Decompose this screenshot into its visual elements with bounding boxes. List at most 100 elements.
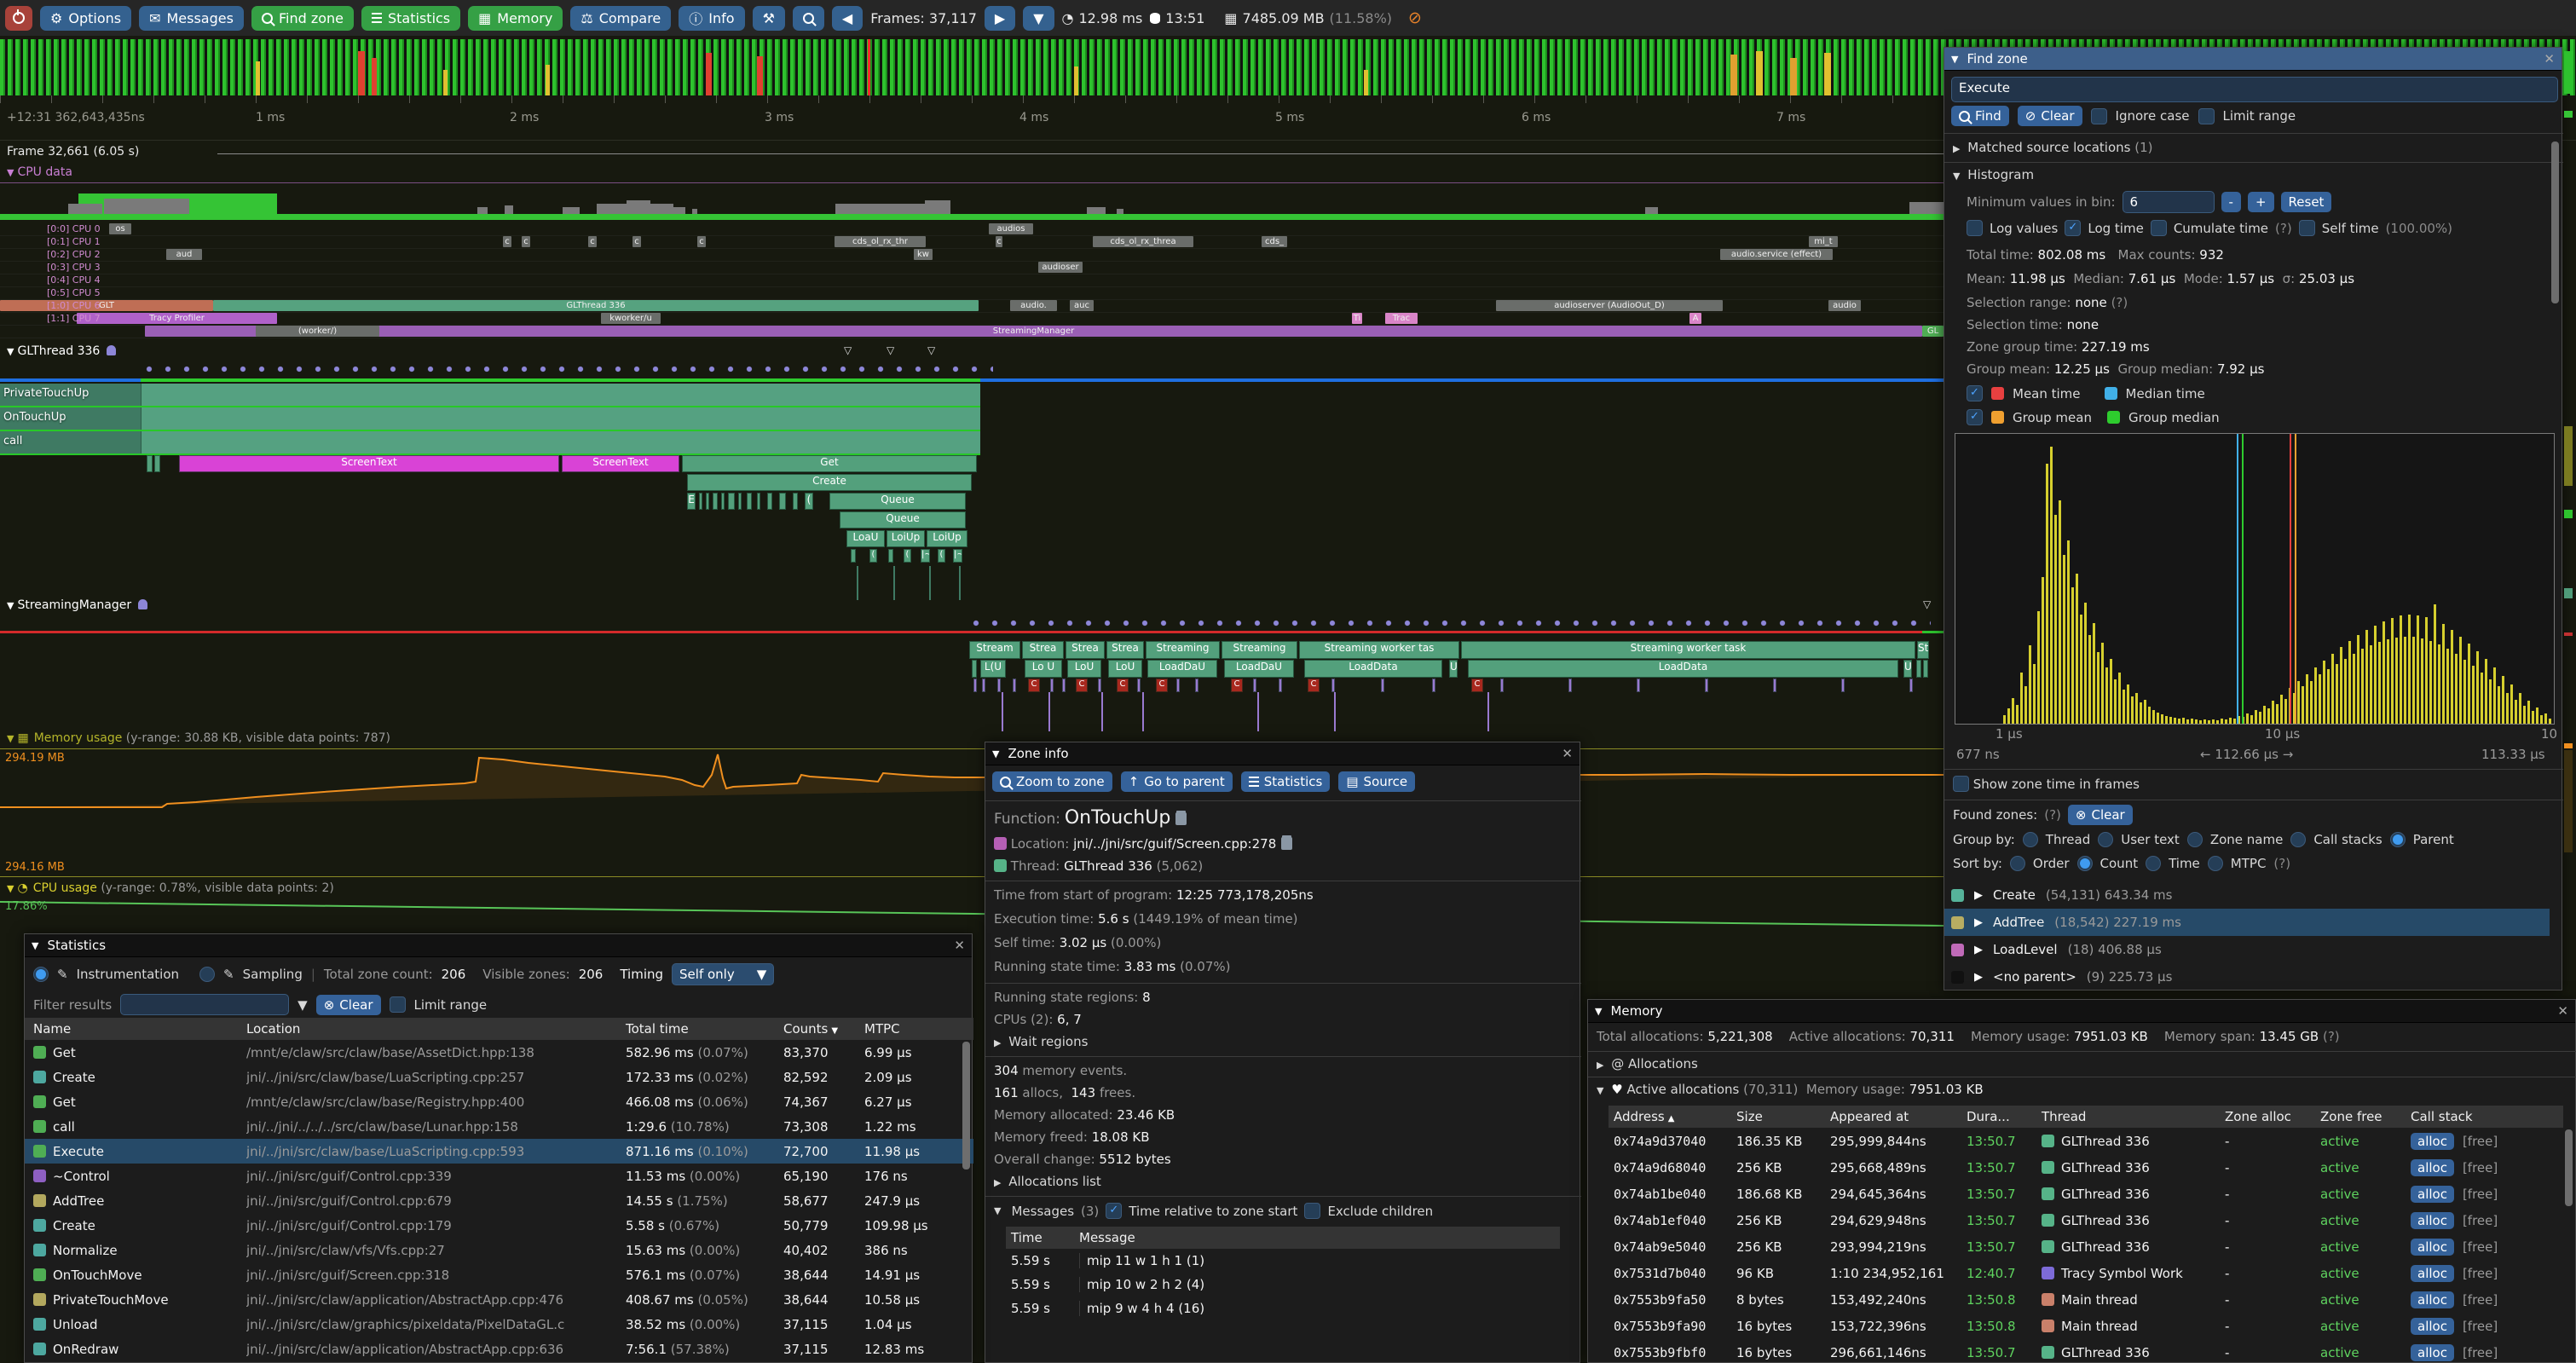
zone-row-call[interactable]: call (0, 431, 980, 455)
cpu-core-row-5[interactable]: [0:5] CPU 5 (0, 287, 1944, 300)
col-zone-free[interactable]: Zone free (2320, 1109, 2383, 1124)
timeline-zone[interactable]: Streaming worker task (1461, 641, 1915, 659)
timeline-zone[interactable] (1137, 679, 1141, 692)
timeline-zone[interactable]: Queue (829, 493, 966, 510)
timeline-zone[interactable] (1909, 679, 1913, 692)
options-button[interactable]: ⚙ Options (40, 5, 132, 31)
cpu-usage-graph[interactable] (0, 897, 1944, 934)
timeline-zone[interactable]: Strea (1066, 641, 1105, 659)
glthread-section-header[interactable]: ▼ GLThread 336 (7, 344, 117, 358)
filter-input[interactable] (120, 994, 290, 1015)
self-time-checkbox[interactable] (2298, 220, 2315, 236)
timeline-zone[interactable]: C (1076, 679, 1088, 692)
zoom-to-zone-button[interactable]: Zoom to zone (992, 771, 1112, 792)
col-duration[interactable]: Dura... (1967, 1109, 2010, 1124)
col-total-time[interactable]: Total time (626, 1021, 689, 1037)
statistics-panel-header[interactable]: ▼ Statistics ✕ (25, 934, 972, 957)
compare-button[interactable]: ⚖ Compare (570, 5, 672, 31)
cpu-data-header[interactable]: ▼ CPU data (7, 165, 72, 179)
stats-row[interactable]: Get /mnt/e/claw/src/claw/base/Registry.h… (25, 1089, 973, 1114)
zone-depth-4[interactable]: ScreenText ScreenText Get (0, 455, 1944, 472)
memory-usage-header[interactable]: ▼ ▦ Memory usage (y-range: 30.88 KB, visib… (7, 731, 390, 745)
cpu-zone[interactable]: c (522, 236, 530, 247)
stats-row[interactable]: ~Control jni/../jni/src/guif/Control.cpp… (25, 1164, 973, 1188)
timeline-zone[interactable] (851, 549, 856, 563)
frame-marker-icon[interactable]: ▽ (887, 344, 895, 356)
timeline-zone[interactable]: LoadDaU (1147, 660, 1217, 678)
histogram-plot[interactable] (1955, 433, 2555, 725)
allocation-row[interactable]: 0x74ab9e5040 256 KB 293,994,219ns 13:50.… (1609, 1233, 2572, 1260)
col-message[interactable]: Message (1079, 1230, 1135, 1245)
cpu-zone[interactable]: kworker/u (601, 313, 661, 324)
streamingmanager-section-header[interactable]: ▼ StreamingManager (7, 598, 148, 612)
timeline-zone[interactable] (997, 679, 1001, 692)
col-name[interactable]: Name (33, 1021, 72, 1037)
zone-depth-6[interactable]: E (Queue (0, 493, 1944, 510)
timeline-zone[interactable]: U (1449, 660, 1458, 678)
timeline-zone[interactable] (982, 679, 985, 692)
stats-row[interactable]: call jni/../jni/../../../src/claw/base/L… (25, 1114, 973, 1139)
active-allocations-section[interactable]: ▼ ♥ Active allocations (70,311) Memory u… (1597, 1082, 1984, 1097)
zoom-button[interactable] (792, 5, 824, 31)
timeline-zone[interactable] (1279, 679, 1282, 692)
collapse-icon[interactable]: ▼ (994, 1205, 1002, 1216)
timeline-zone[interactable] (147, 455, 153, 472)
timeline-zone[interactable] (1432, 679, 1435, 692)
cpu-zone[interactable]: audio.service (effect) (1720, 249, 1833, 260)
message-row[interactable]: 5.59 s mip 10 w 2 h 2 (4) (1006, 1273, 1560, 1297)
timeline-zone[interactable] (767, 493, 772, 510)
cpu-core-row-3[interactable]: [0:3] CPU 3 audioser (0, 262, 1944, 274)
timeline-zone[interactable] (1013, 679, 1016, 692)
col-location[interactable]: Location (246, 1021, 301, 1037)
timeline-zone[interactable]: LoadDaU (1224, 660, 1294, 678)
copy-icon[interactable] (1281, 837, 1293, 850)
found-clear-button[interactable]: ⊗ Clear (2067, 805, 2133, 825)
col-zone-alloc[interactable]: Zone alloc (2225, 1109, 2291, 1124)
streaming-zone-row-2[interactable]: L(U Lo U LoU LoU LoadDaU LoadDaU LoadData U Load… (0, 660, 1944, 678)
cpu-zone[interactable]: (worker/) (256, 326, 379, 337)
alloc-callstack-button[interactable]: alloc (2411, 1238, 2454, 1256)
timeline-zone[interactable]: ( (904, 549, 911, 563)
find-zone-button[interactable]: Find zone (251, 5, 354, 31)
timeline-zone[interactable]: Create (687, 474, 972, 491)
stats-row[interactable]: Create jni/../jni/src/guif/Control.cpp:1… (25, 1213, 973, 1238)
cpu-core-row-4[interactable]: [0:4] CPU 4 (0, 274, 1944, 287)
message-row[interactable]: 5.59 s mip 9 w 4 h 4 (16) (1006, 1297, 1560, 1320)
col-thread[interactable]: Thread (2042, 1109, 2087, 1124)
timeline-zone[interactable] (973, 679, 977, 692)
mean-time-checkbox[interactable]: ✓ (1967, 385, 1983, 401)
col-time[interactable]: Time (1011, 1230, 1043, 1245)
cumulate-time-checkbox[interactable] (2150, 220, 2167, 236)
expand-icon[interactable]: ▶ (1974, 970, 1983, 984)
timeline-zone[interactable]: Strea (1106, 641, 1144, 659)
power-button[interactable] (5, 5, 32, 31)
cpu-zone[interactable]: c (996, 236, 1002, 247)
stats-row[interactable]: PrivateTouchMove jni/../jni/src/claw/app… (25, 1287, 973, 1312)
timeline-zone[interactable]: Queue (840, 511, 966, 528)
timeline-zone[interactable]: Lo U (1025, 660, 1062, 678)
cpu-zone[interactable]: audios (989, 223, 1033, 234)
groupby-thread-radio[interactable] (2022, 832, 2038, 847)
messages-button[interactable]: ✉ Messages (139, 5, 244, 31)
timeline-zone[interactable]: E (687, 493, 696, 510)
col-address[interactable]: Address ▲ (1614, 1109, 1675, 1124)
timeline-zone[interactable] (154, 455, 160, 472)
alloc-callstack-button[interactable]: alloc (2411, 1343, 2454, 1361)
limit-range-checkbox[interactable] (2198, 107, 2215, 124)
zone-info-panel-header[interactable]: ▼ Zone info ✕ (985, 742, 1580, 765)
timeline-zone[interactable] (728, 493, 735, 510)
cpu-zone[interactable]: c (632, 236, 641, 247)
cpu-zone[interactable]: mi_t (1809, 236, 1838, 247)
min-bin-plus-button[interactable]: + (2247, 192, 2274, 212)
timeline-zone[interactable] (699, 493, 702, 510)
frame-label[interactable]: Frame 32,661 (6.05 s) (7, 145, 140, 159)
timeline-zone[interactable]: Get (682, 455, 977, 472)
zone-row-ontouchup[interactable]: OnTouchUp (0, 407, 980, 431)
timeline-zone[interactable] (793, 493, 798, 510)
timeline-zone[interactable]: Streaming (1146, 641, 1220, 659)
clear-button[interactable]: ⊘ Clear (2017, 106, 2082, 126)
frame-marker-icon[interactable]: ▽ (1923, 598, 1932, 610)
found-zone-row[interactable]: ▶ Create (54,131) 643.34 ms (1944, 881, 2550, 909)
zone-depth-9[interactable]: ((|~ (|~ (0, 549, 1944, 563)
timeline-zone[interactable]: ( (869, 549, 877, 563)
